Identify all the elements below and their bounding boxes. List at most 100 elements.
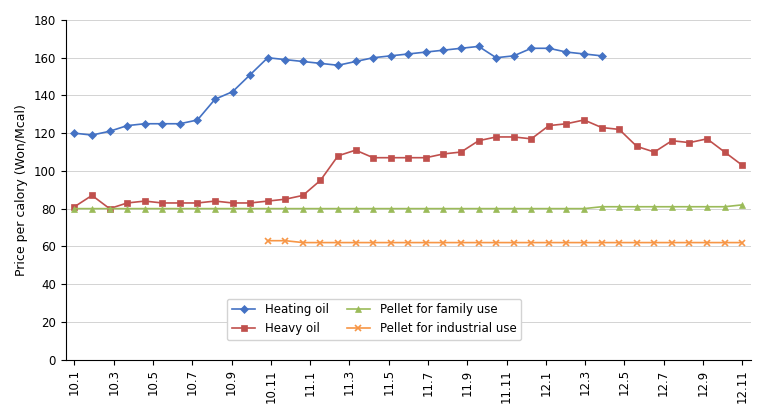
Heating oil: [457, 46, 466, 51]
Pellet for industrial use: [316, 240, 325, 245]
Heating oil: [597, 54, 606, 59]
Heating oil: [579, 51, 588, 56]
Pellet for industrial use: [509, 240, 519, 245]
Pellet for industrial use: [368, 240, 378, 245]
Pellet for industrial use: [545, 240, 554, 245]
Pellet for family use: [404, 206, 413, 211]
Heating oil: [246, 72, 255, 77]
Pellet for family use: [368, 206, 378, 211]
Pellet for industrial use: [333, 240, 342, 245]
Line: Heavy oil: Heavy oil: [72, 117, 745, 212]
Pellet for family use: [193, 206, 202, 211]
Pellet for industrial use: [738, 240, 747, 245]
Pellet for family use: [457, 206, 466, 211]
Heavy oil: [720, 150, 729, 155]
Heavy oil: [457, 150, 466, 155]
Line: Heating oil: Heating oil: [72, 43, 604, 138]
Pellet for family use: [702, 204, 712, 209]
Pellet for family use: [264, 206, 273, 211]
Pellet for family use: [614, 204, 624, 209]
Heavy oil: [368, 155, 378, 160]
Pellet for family use: [738, 202, 747, 207]
Pellet for family use: [562, 206, 571, 211]
Pellet for family use: [492, 206, 501, 211]
Pellet for family use: [298, 206, 307, 211]
Pellet for family use: [316, 206, 325, 211]
Heavy oil: [545, 123, 554, 128]
Heating oil: [298, 59, 307, 64]
Heating oil: [439, 48, 448, 53]
Heavy oil: [685, 140, 694, 145]
Pellet for industrial use: [492, 240, 501, 245]
Heating oil: [193, 117, 202, 122]
Pellet for industrial use: [404, 240, 413, 245]
Pellet for family use: [123, 206, 132, 211]
Heating oil: [316, 61, 325, 66]
Pellet for family use: [474, 206, 483, 211]
Heating oil: [211, 97, 220, 102]
Pellet for family use: [228, 206, 237, 211]
Pellet for family use: [667, 204, 676, 209]
Pellet for family use: [158, 206, 167, 211]
Heavy oil: [87, 193, 97, 198]
Pellet for family use: [280, 206, 290, 211]
Pellet for industrial use: [298, 240, 307, 245]
Heavy oil: [421, 155, 430, 160]
Heavy oil: [404, 155, 413, 160]
Pellet for family use: [246, 206, 255, 211]
Pellet for family use: [509, 206, 519, 211]
Pellet for industrial use: [421, 240, 430, 245]
Heavy oil: [211, 199, 220, 204]
Heavy oil: [158, 201, 167, 206]
Pellet for industrial use: [720, 240, 729, 245]
Pellet for industrial use: [632, 240, 641, 245]
Pellet for industrial use: [439, 240, 448, 245]
Pellet for family use: [140, 206, 149, 211]
Pellet for family use: [632, 204, 641, 209]
Heavy oil: [597, 125, 606, 130]
Heating oil: [333, 63, 342, 68]
Pellet for industrial use: [280, 238, 290, 243]
Heavy oil: [140, 199, 149, 204]
Heavy oil: [439, 151, 448, 156]
Heating oil: [175, 121, 185, 126]
Heavy oil: [264, 199, 273, 204]
Pellet for family use: [545, 206, 554, 211]
Heavy oil: [614, 127, 624, 132]
Heating oil: [404, 51, 413, 56]
Pellet for industrial use: [702, 240, 712, 245]
Pellet for industrial use: [527, 240, 536, 245]
Heavy oil: [333, 153, 342, 158]
Pellet for industrial use: [685, 240, 694, 245]
Heavy oil: [351, 148, 360, 153]
Heavy oil: [632, 144, 641, 149]
Heating oil: [545, 46, 554, 51]
Heavy oil: [738, 163, 747, 168]
Heavy oil: [123, 201, 132, 206]
Pellet for industrial use: [614, 240, 624, 245]
Pellet for family use: [421, 206, 430, 211]
Heating oil: [351, 59, 360, 64]
Line: Pellet for industrial use: Pellet for industrial use: [265, 238, 745, 245]
Pellet for family use: [527, 206, 536, 211]
Heavy oil: [492, 135, 501, 140]
Heavy oil: [509, 135, 519, 140]
Legend: Heating oil, Heavy oil, Pellet for family use, Pellet for industrial use: Heating oil, Heavy oil, Pellet for famil…: [227, 299, 521, 340]
Pellet for industrial use: [667, 240, 676, 245]
Pellet for family use: [105, 206, 114, 211]
Pellet for family use: [211, 206, 220, 211]
Heating oil: [123, 123, 132, 128]
Heating oil: [527, 46, 536, 51]
Heavy oil: [527, 136, 536, 141]
Heavy oil: [175, 201, 185, 206]
Heavy oil: [316, 178, 325, 183]
Heating oil: [87, 133, 97, 138]
Heavy oil: [562, 121, 571, 126]
Heating oil: [421, 50, 430, 55]
Heating oil: [105, 129, 114, 134]
Heavy oil: [105, 206, 114, 211]
Line: Pellet for family use: Pellet for family use: [72, 202, 745, 212]
Pellet for industrial use: [386, 240, 395, 245]
Heavy oil: [474, 138, 483, 143]
Pellet for family use: [439, 206, 448, 211]
